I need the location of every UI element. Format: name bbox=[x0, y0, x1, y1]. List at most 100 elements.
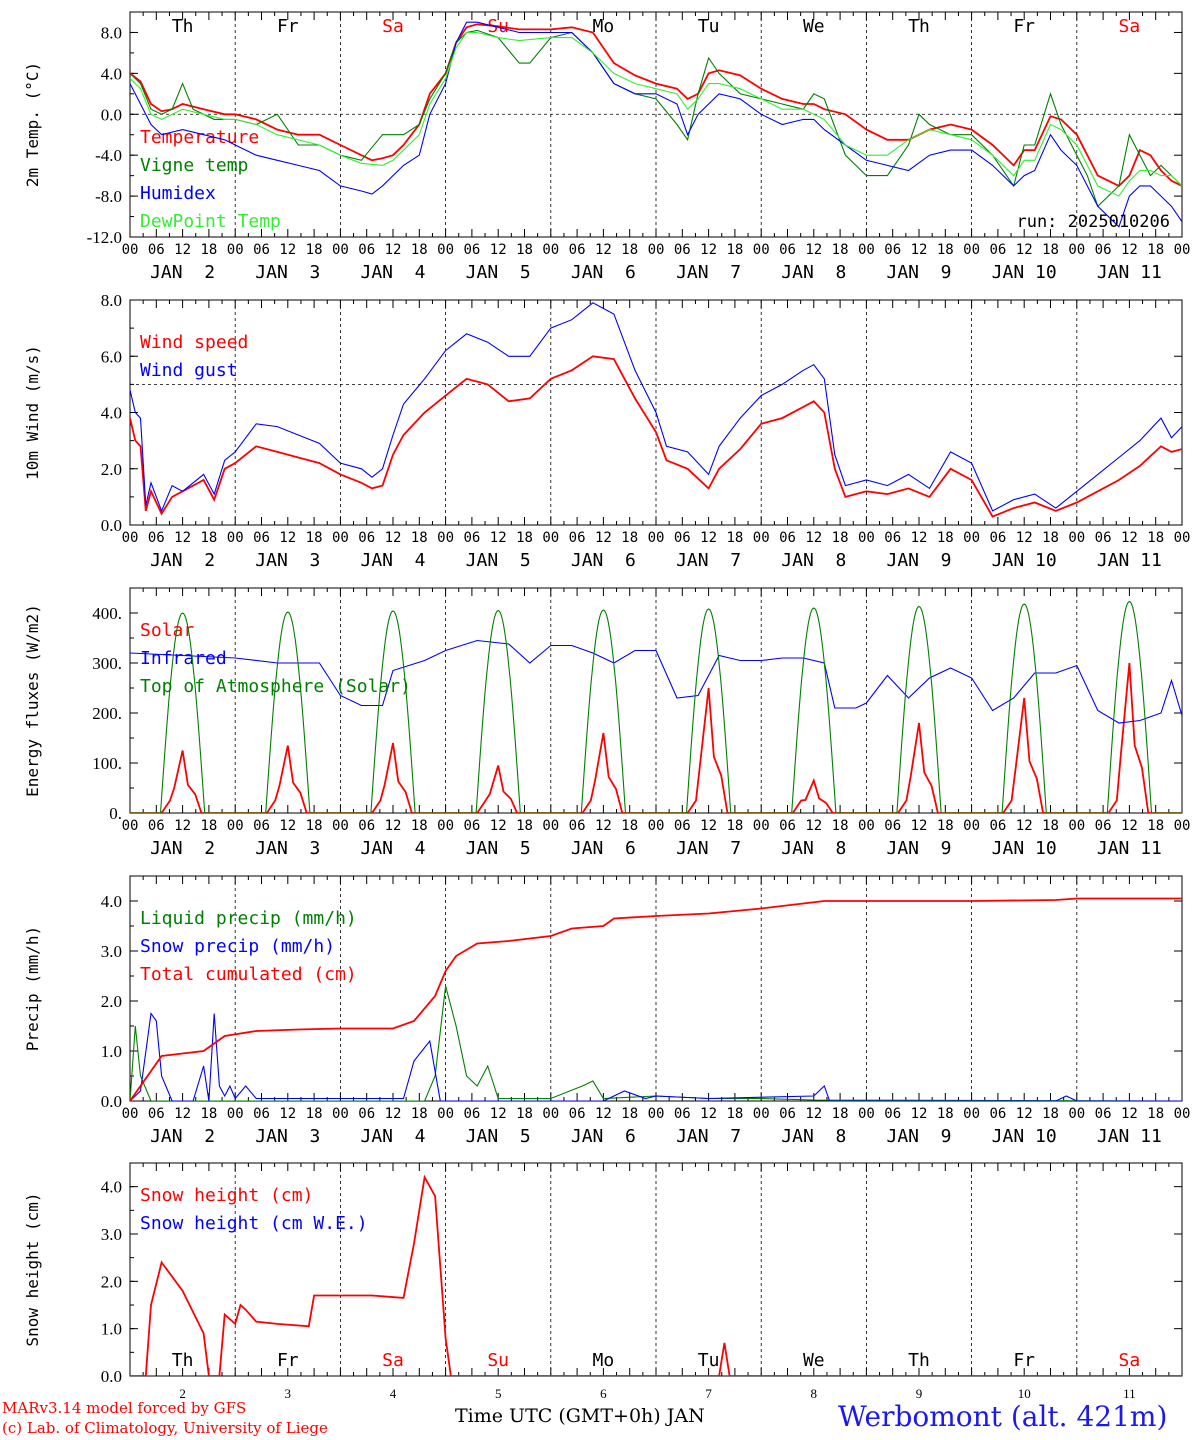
x-tick-label: 00 bbox=[1174, 818, 1191, 834]
y-tick-label: 3.0 bbox=[101, 942, 122, 961]
x-tick-label: 12 bbox=[700, 818, 717, 834]
x-tick-label: 18 bbox=[832, 530, 849, 546]
x-tick-label: 18 bbox=[621, 530, 638, 546]
x-tick-label: 12 bbox=[279, 1106, 296, 1122]
model-credit: MARv3.14 model forced by GFS bbox=[2, 1399, 247, 1417]
panel-4: 4.0 3.0 2.0 1.0 0.0 Precip (mm/h) 00 06 12 18 00 06… bbox=[23, 875, 1190, 1147]
x-tick-label: 06 bbox=[253, 530, 270, 546]
x-tick-label: 18 bbox=[1042, 818, 1059, 834]
x-tick-label: 06 bbox=[989, 530, 1006, 546]
x-tick-label: 00 bbox=[753, 1106, 770, 1122]
x-tick-label: 12 bbox=[700, 242, 717, 258]
y-tick-label: 4.0 bbox=[101, 892, 122, 911]
panel-frame bbox=[129, 11, 1183, 238]
x-tick-label: 18 bbox=[621, 818, 638, 834]
x-tick-label: 00 bbox=[753, 530, 770, 546]
date-label: JAN 7 bbox=[676, 1126, 741, 1147]
x-tick-label: 06 bbox=[989, 818, 1006, 834]
x-tick-label: 12 bbox=[805, 242, 822, 258]
x-tick-label: 00 bbox=[437, 530, 454, 546]
date-label: JAN 9 bbox=[886, 1126, 951, 1147]
day-name: Sa bbox=[1119, 16, 1141, 37]
date-label: JAN 11 bbox=[1097, 550, 1162, 571]
x-tick-label: 00 bbox=[332, 530, 349, 546]
day-name: Fr bbox=[1013, 1350, 1035, 1371]
x-tick-label: 18 bbox=[1042, 242, 1059, 258]
x-tick-label: 06 bbox=[1095, 1106, 1112, 1122]
y-axis-label: Precip (mm/h) bbox=[23, 926, 42, 1051]
day-name: Sa bbox=[382, 16, 404, 37]
day-name: Tu bbox=[698, 16, 720, 37]
legend-entry: Snow height (cm W.E.) bbox=[140, 1213, 368, 1234]
x-tick-label: 12 bbox=[385, 1106, 402, 1122]
x-tick-label: 06 bbox=[779, 242, 796, 258]
day-name: Tu bbox=[698, 1350, 720, 1371]
date-label: JAN 10 bbox=[992, 838, 1057, 859]
y-tick-label: 6.0 bbox=[101, 347, 122, 366]
x-tick-label: 00 bbox=[122, 530, 139, 546]
station-name: Werbomont (alt. 421m) bbox=[838, 1400, 1168, 1433]
x-tick-label: 00 bbox=[963, 818, 980, 834]
day-number: 11 bbox=[1123, 1386, 1136, 1401]
x-tick-label: 12 bbox=[174, 1106, 191, 1122]
x-tick-label: 00 bbox=[1174, 530, 1191, 546]
date-label: JAN 8 bbox=[781, 262, 846, 283]
x-tick-label: 00 bbox=[332, 1106, 349, 1122]
x-tick-label: 18 bbox=[726, 530, 743, 546]
x-tick-label: 12 bbox=[279, 530, 296, 546]
x-tick-label: 00 bbox=[1174, 242, 1191, 258]
x-tick-label: 12 bbox=[700, 1106, 717, 1122]
date-label: JAN 8 bbox=[781, 838, 846, 859]
date-label: JAN 10 bbox=[992, 262, 1057, 283]
x-tick-label: 12 bbox=[174, 242, 191, 258]
x-tick-label: 06 bbox=[253, 242, 270, 258]
x-tick-label: 18 bbox=[832, 242, 849, 258]
x-tick-label: 12 bbox=[911, 530, 928, 546]
lab-credit: (c) Lab. of Climatology, University of L… bbox=[2, 1419, 328, 1437]
x-tick-label: 12 bbox=[279, 242, 296, 258]
legend-entry: Wind speed bbox=[140, 332, 248, 353]
x-tick-label: 06 bbox=[884, 818, 901, 834]
x-tick-label: 18 bbox=[726, 1106, 743, 1122]
y-tick-label: 8.0 bbox=[101, 291, 122, 310]
date-label: JAN 6 bbox=[571, 1126, 636, 1147]
x-tick-label: 06 bbox=[569, 1106, 586, 1122]
date-label: JAN 9 bbox=[886, 550, 951, 571]
day-number: 7 bbox=[705, 1386, 712, 1401]
date-label: JAN 4 bbox=[360, 1126, 425, 1147]
x-tick-label: 06 bbox=[148, 1106, 165, 1122]
x-tick-label: 12 bbox=[595, 818, 612, 834]
date-label: JAN 3 bbox=[255, 838, 320, 859]
x-tick-label: 12 bbox=[174, 818, 191, 834]
date-label: JAN 7 bbox=[676, 262, 741, 283]
y-tick-label: 0.0 bbox=[101, 1092, 122, 1111]
x-tick-label: 06 bbox=[674, 530, 691, 546]
panel-2: 8.0 6.0 4.0 2.0 0.0 10m Wind (m/s) 00 06 12 18 00 0… bbox=[23, 291, 1190, 571]
day-number: 6 bbox=[600, 1386, 607, 1401]
x-tick-label: 00 bbox=[437, 818, 454, 834]
x-tick-label: 00 bbox=[437, 1106, 454, 1122]
y-tick-label: 300. bbox=[92, 654, 122, 673]
legend-entry: Snow precip (mm/h) bbox=[140, 936, 335, 957]
x-tick-label: 00 bbox=[227, 818, 244, 834]
x-tick-label: 12 bbox=[1121, 1106, 1138, 1122]
x-tick-label: 18 bbox=[306, 1106, 323, 1122]
x-tick-label: 18 bbox=[1147, 530, 1164, 546]
day-number: 10 bbox=[1018, 1386, 1031, 1401]
legend-entry: Total cumulated (cm) bbox=[140, 964, 357, 985]
x-tick-label: 12 bbox=[1016, 242, 1033, 258]
x-tick-label: 18 bbox=[516, 1106, 533, 1122]
y-axis-label: Snow height (cm) bbox=[23, 1192, 42, 1346]
x-tick-label: 18 bbox=[306, 530, 323, 546]
x-tick-label: 00 bbox=[858, 818, 875, 834]
x-tick-label: 06 bbox=[779, 530, 796, 546]
x-tick-label: 18 bbox=[937, 818, 954, 834]
y-tick-label: 4.0 bbox=[101, 64, 122, 83]
x-tick-label: 06 bbox=[989, 1106, 1006, 1122]
series-line bbox=[130, 355, 1182, 518]
panel-3: 400. 300. 200. 100. 0. Energy fluxes (W/m2) 00… bbox=[23, 587, 1191, 859]
date-label: JAN 2 bbox=[150, 262, 215, 283]
series-line bbox=[130, 302, 1182, 513]
x-tick-label: 18 bbox=[200, 818, 217, 834]
x-tick-label: 06 bbox=[569, 818, 586, 834]
